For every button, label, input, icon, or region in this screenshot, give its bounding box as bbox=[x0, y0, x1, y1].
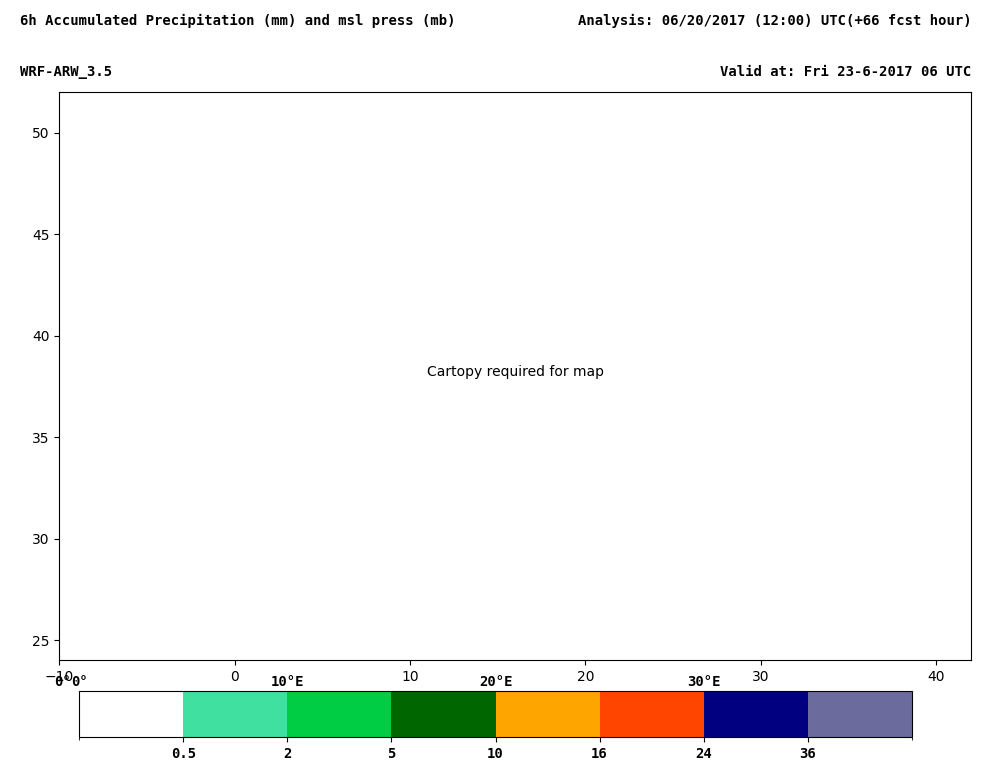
Text: 0°: 0° bbox=[71, 675, 87, 689]
Text: 10°E: 10°E bbox=[271, 675, 304, 689]
Text: 0°: 0° bbox=[55, 675, 71, 689]
Text: Analysis: 06/20/2017 (12:00) UTC(+66 fcst hour): Analysis: 06/20/2017 (12:00) UTC(+66 fcs… bbox=[578, 14, 971, 28]
Text: 20°E: 20°E bbox=[479, 675, 512, 689]
Text: 30°E: 30°E bbox=[687, 675, 720, 689]
Text: Valid at: Fri 23-6-2017 06 UTC: Valid at: Fri 23-6-2017 06 UTC bbox=[719, 65, 971, 78]
Text: Cartopy required for map: Cartopy required for map bbox=[427, 366, 604, 379]
Text: 6h Accumulated Precipitation (mm) and msl press (mb): 6h Accumulated Precipitation (mm) and ms… bbox=[20, 14, 455, 28]
Text: WRF-ARW_3.5: WRF-ARW_3.5 bbox=[20, 65, 112, 78]
